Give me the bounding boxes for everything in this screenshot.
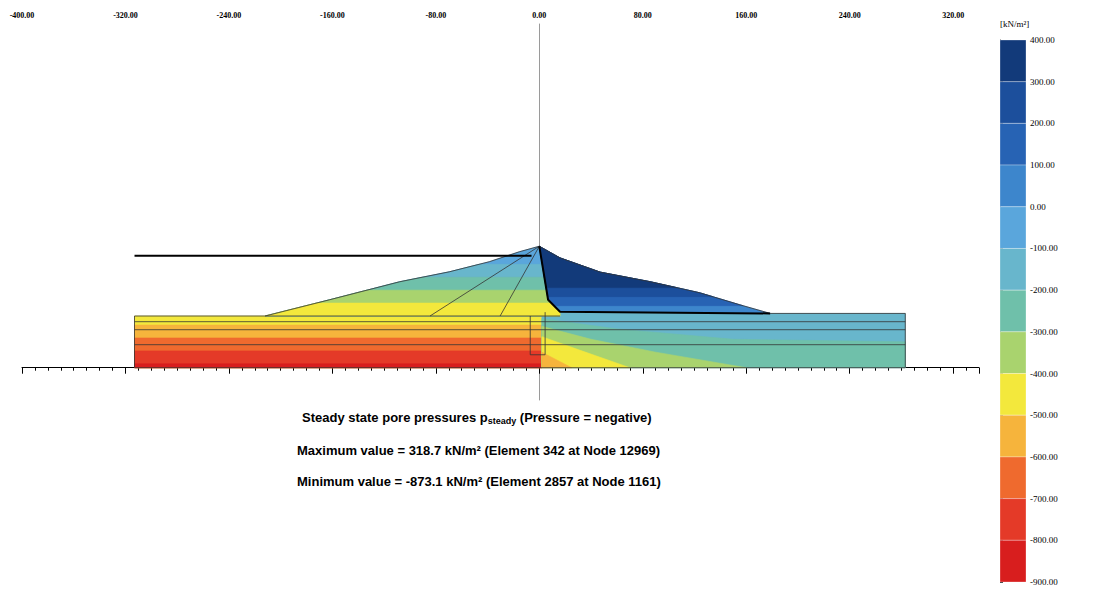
svg-text:-500.00: -500.00 (1030, 410, 1058, 420)
svg-text:-100.00: -100.00 (1030, 243, 1058, 253)
svg-text:-400.00: -400.00 (1030, 369, 1058, 379)
svg-text:-200.00: -200.00 (1030, 285, 1058, 295)
svg-text:-900.00: -900.00 (1030, 577, 1058, 587)
svg-text:100.00: 100.00 (1030, 160, 1055, 170)
svg-text:-800.00: -800.00 (1030, 535, 1058, 545)
svg-text:[kN/m²]: [kN/m²] (1000, 19, 1029, 29)
svg-text:-240.00: -240.00 (217, 11, 242, 20)
svg-text:-160.00: -160.00 (320, 11, 345, 20)
svg-text:steady: steady (488, 416, 517, 426)
svg-text:-700.00: -700.00 (1030, 494, 1058, 504)
svg-text:80.00: 80.00 (634, 11, 652, 20)
svg-text:Maximum value = 318.7 kN/m² (E: Maximum value = 318.7 kN/m² (Element 342… (297, 443, 660, 458)
svg-text:240.00: 240.00 (839, 11, 861, 20)
svg-text:400.00: 400.00 (1030, 35, 1055, 45)
svg-text:320.00: 320.00 (942, 11, 964, 20)
svg-text:0.00: 0.00 (1030, 202, 1046, 212)
svg-text:-320.00: -320.00 (113, 11, 138, 20)
svg-text:Steady state pore pressures p: Steady state pore pressures p (302, 410, 488, 425)
svg-text:-80.00: -80.00 (426, 11, 447, 20)
svg-text:-300.00: -300.00 (1030, 327, 1058, 337)
svg-text:(Pressure = negative): (Pressure = negative) (516, 410, 651, 425)
svg-text:-600.00: -600.00 (1030, 452, 1058, 462)
svg-text:300.00: 300.00 (1030, 77, 1055, 87)
svg-text:160.00: 160.00 (735, 11, 757, 20)
svg-text:-400.00: -400.00 (10, 11, 35, 20)
svg-text:0.00: 0.00 (532, 11, 546, 20)
svg-text:200.00: 200.00 (1030, 118, 1055, 128)
svg-text:Minimum value = -873.1 kN/m² (: Minimum value = -873.1 kN/m² (Element 28… (297, 474, 661, 489)
